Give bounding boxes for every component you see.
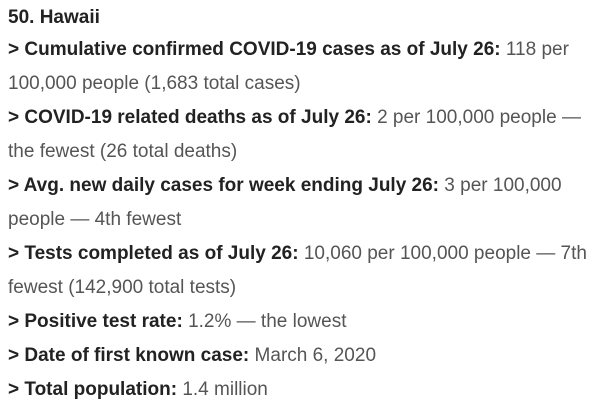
fact-population: > Total population: 1.4 million — [8, 373, 598, 407]
fact-label: > Total population: — [8, 379, 178, 400]
fact-value: 3 per 100,000 people — 4th fewest — [8, 175, 562, 230]
fact-value: March 6, 2020 — [254, 345, 377, 366]
fact-tests-completed: > Tests completed as of July 26: 10,060 … — [8, 237, 598, 305]
fact-label: > Tests completed as of July 26: — [8, 243, 299, 264]
fact-label: > Cumulative confirmed COVID-19 cases as… — [8, 39, 501, 60]
fact-label: > Positive test rate: — [8, 311, 183, 332]
fact-value: 1.2% — the lowest — [188, 311, 347, 332]
fact-first-case: > Date of first known case: March 6, 202… — [8, 339, 598, 373]
state-heading: 50. Hawaii — [8, 7, 100, 28]
fact-label: > Avg. new daily cases for week ending J… — [8, 175, 440, 196]
fact-label: > COVID-19 related deaths as of July 26: — [8, 107, 372, 128]
fact-positive-rate: > Positive test rate: 1.2% — the lowest — [8, 305, 598, 339]
fact-value: 118 per 100,000 people (1,683 total case… — [8, 39, 569, 94]
fact-cumulative-cases: > Cumulative confirmed COVID-19 cases as… — [8, 33, 598, 101]
fact-value: 1.4 million — [182, 379, 268, 400]
fact-value: 2 per 100,000 people — the fewest (26 to… — [8, 107, 581, 162]
fact-deaths: > COVID-19 related deaths as of July 26:… — [8, 101, 598, 169]
fact-value: 10,060 per 100,000 people — 7th fewest (… — [8, 243, 587, 298]
fact-label: > Date of first known case: — [8, 345, 250, 366]
fact-avg-daily-cases: > Avg. new daily cases for week ending J… — [8, 169, 598, 237]
